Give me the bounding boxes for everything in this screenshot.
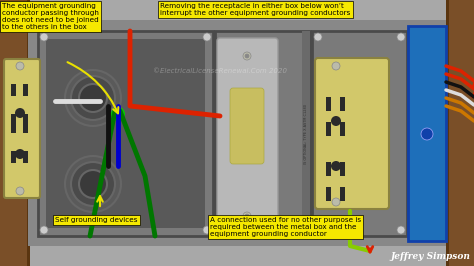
- Circle shape: [421, 128, 433, 140]
- Circle shape: [331, 116, 341, 126]
- Circle shape: [314, 33, 322, 41]
- Circle shape: [15, 149, 25, 159]
- Bar: [340, 97, 345, 111]
- Bar: [302, 31, 310, 236]
- Bar: [326, 187, 331, 201]
- FancyBboxPatch shape: [315, 58, 389, 209]
- Text: ©ElectricalLicenseRenewal.Com 2020: ©ElectricalLicenseRenewal.Com 2020: [153, 68, 287, 74]
- FancyBboxPatch shape: [230, 88, 264, 164]
- Polygon shape: [471, 91, 474, 98]
- Bar: [408, 26, 446, 241]
- Circle shape: [243, 212, 251, 220]
- Text: A connection used for no other purpose is
required between the metal box and the: A connection used for no other purpose i…: [210, 217, 361, 237]
- Text: Removing the receptacle in either box below won’t
interrupt the other equipment : Removing the receptacle in either box be…: [160, 3, 350, 16]
- Bar: [215, 31, 310, 236]
- Circle shape: [79, 84, 107, 112]
- Text: Jeffrey Simpson: Jeffrey Simpson: [390, 252, 470, 261]
- Circle shape: [203, 33, 211, 41]
- FancyBboxPatch shape: [217, 38, 278, 229]
- Bar: [340, 187, 345, 201]
- Bar: [23, 84, 28, 96]
- Bar: [326, 162, 331, 176]
- Text: IS OPTIONAL: TYPE X ASTM C1280: IS OPTIONAL: TYPE X ASTM C1280: [304, 104, 308, 164]
- Circle shape: [331, 161, 341, 171]
- Bar: [28, 20, 446, 246]
- Circle shape: [40, 226, 48, 234]
- Circle shape: [71, 76, 115, 120]
- Bar: [340, 122, 345, 136]
- Circle shape: [16, 62, 24, 70]
- Circle shape: [40, 33, 48, 41]
- Circle shape: [203, 226, 211, 234]
- Bar: [446, 0, 449, 266]
- Bar: [312, 31, 407, 236]
- Bar: [46, 39, 205, 228]
- Text: Self grounding devices: Self grounding devices: [55, 217, 137, 223]
- Bar: [340, 162, 345, 176]
- Circle shape: [65, 70, 121, 126]
- Circle shape: [15, 108, 25, 118]
- Bar: [38, 31, 213, 236]
- Circle shape: [71, 162, 115, 206]
- Bar: [11, 151, 16, 163]
- Bar: [23, 151, 28, 163]
- Circle shape: [397, 226, 405, 234]
- Circle shape: [243, 52, 251, 60]
- Bar: [11, 114, 16, 126]
- Circle shape: [79, 170, 107, 198]
- Bar: [27, 0, 30, 266]
- Bar: [11, 121, 16, 133]
- FancyBboxPatch shape: [4, 59, 40, 198]
- Circle shape: [245, 214, 249, 218]
- Polygon shape: [471, 81, 474, 88]
- Bar: [446, 0, 474, 266]
- Bar: [23, 114, 28, 126]
- Circle shape: [332, 62, 340, 70]
- Bar: [326, 122, 331, 136]
- Circle shape: [314, 226, 322, 234]
- Bar: [23, 121, 28, 133]
- Circle shape: [65, 156, 121, 212]
- Bar: [0, 0, 28, 266]
- Circle shape: [397, 33, 405, 41]
- Circle shape: [16, 187, 24, 195]
- Text: The equipment grounding
conductor passing through
does not need to be joined
to : The equipment grounding conductor passin…: [2, 3, 99, 30]
- Bar: [326, 97, 331, 111]
- Circle shape: [245, 54, 249, 58]
- Bar: [11, 84, 16, 96]
- Circle shape: [111, 107, 125, 121]
- Circle shape: [332, 198, 340, 206]
